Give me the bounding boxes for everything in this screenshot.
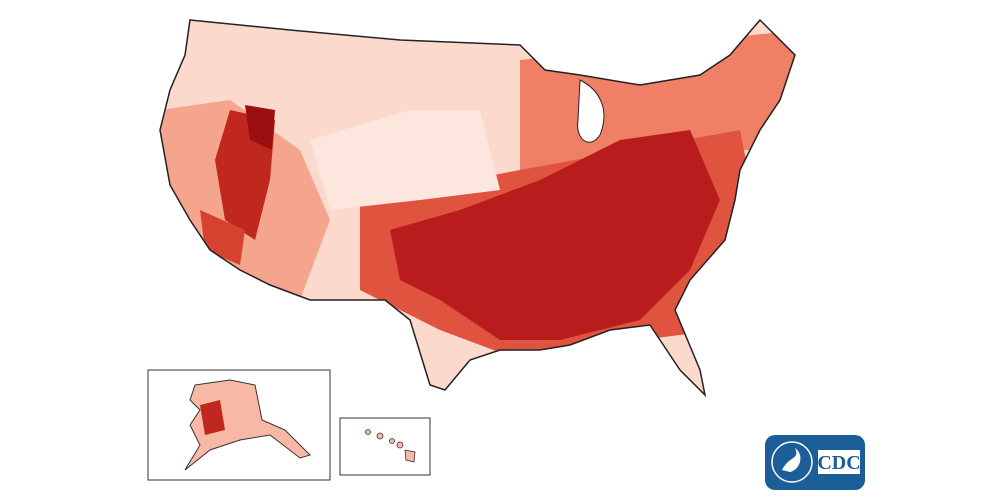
alaska-region — [200, 400, 225, 435]
contiguous-states — [160, 20, 795, 395]
cdc-box — [818, 450, 860, 474]
logo-text: CDC — [817, 452, 860, 474]
us-outline — [159, 18, 796, 398]
hhs-seal — [771, 441, 813, 483]
great-lake — [577, 79, 605, 143]
cdc-logo — [765, 435, 865, 490]
hhs-emblem — [782, 448, 801, 472]
hawaii — [365, 429, 416, 463]
hawaii-inset — [339, 417, 431, 476]
